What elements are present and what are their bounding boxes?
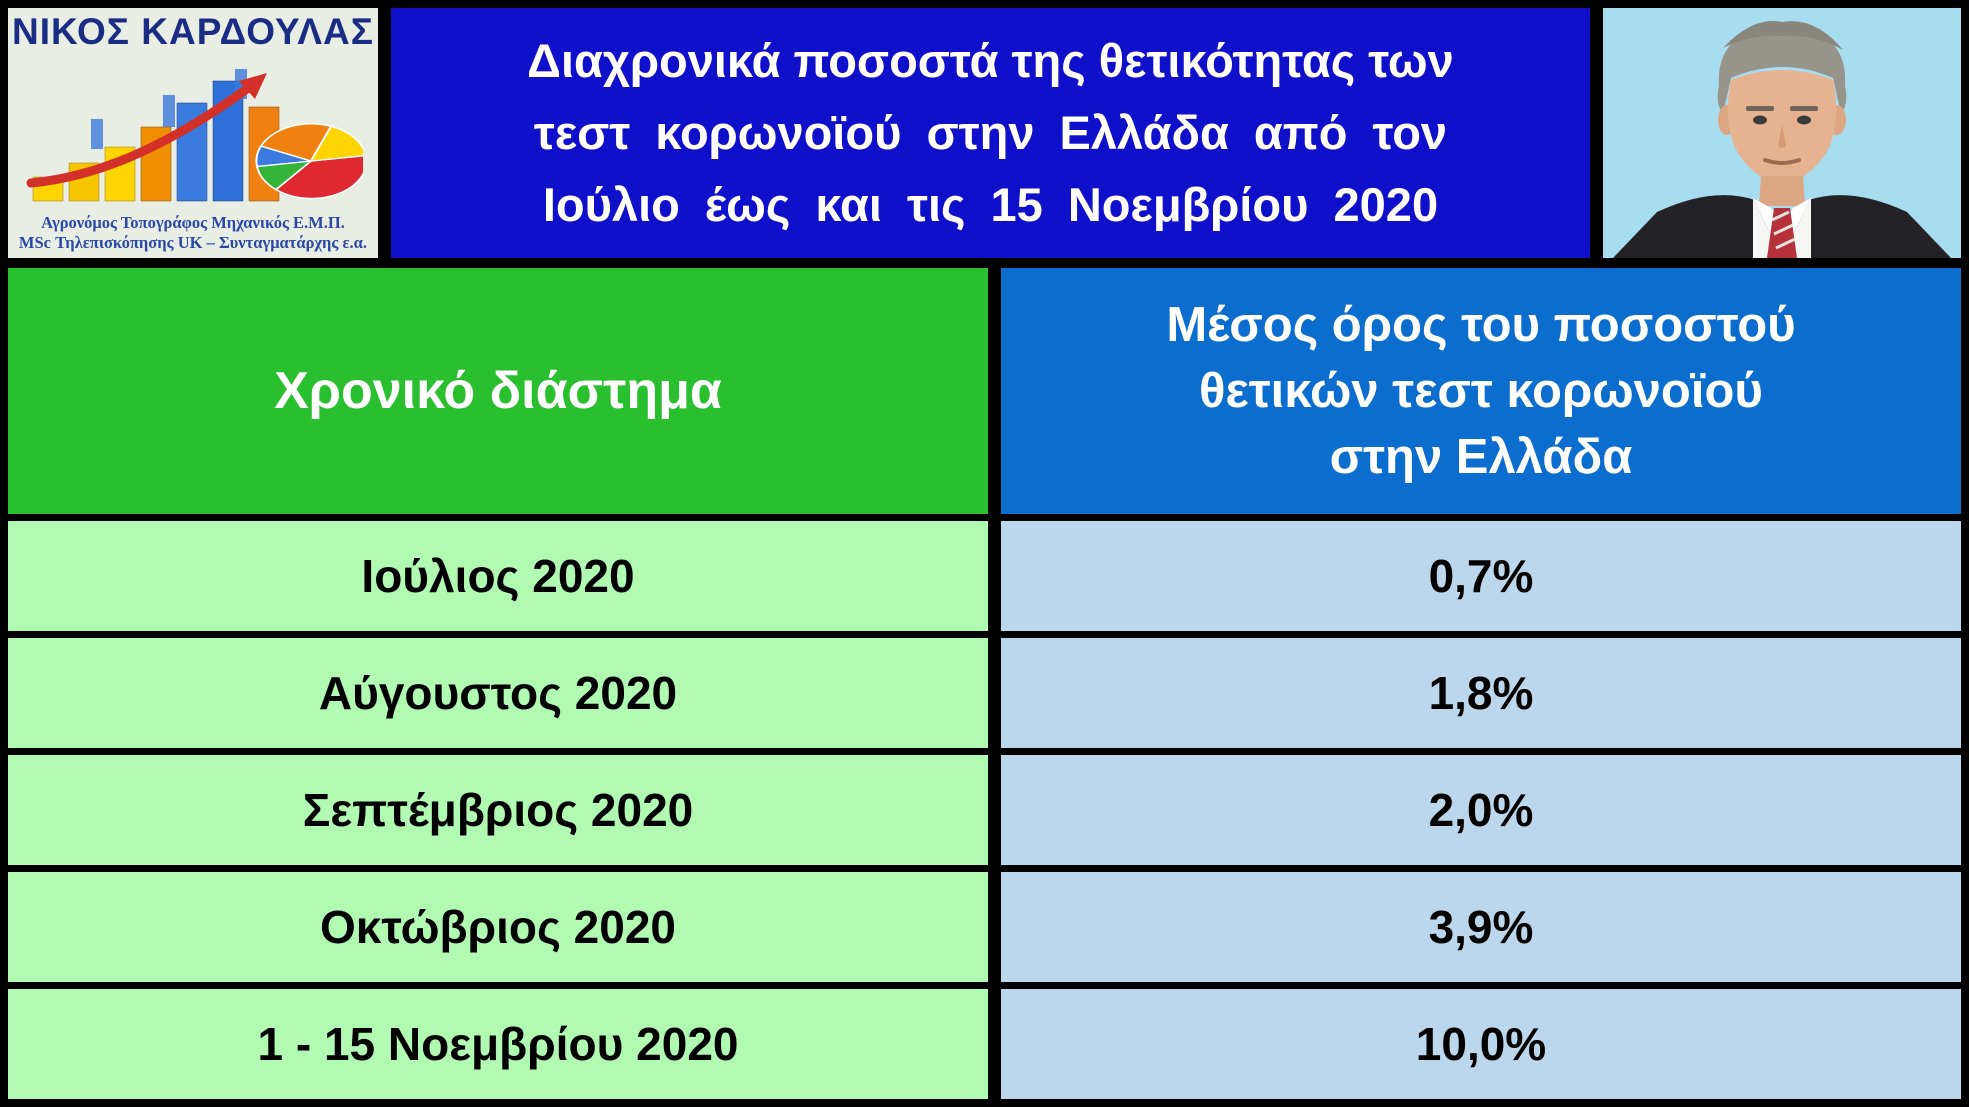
table-row: 1 - 15 Νοεμβρίου 2020 10,0% [8,989,1961,1099]
logo-subtitle-line2: MSc Τηλεπισκόπησης UK – Συνταγματάρχης ε… [18,233,368,252]
table-header-row: Χρονικό διάστημα Μέσος όρος του ποσοστού… [8,268,1961,514]
title-banner: Διαχρονικά ποσοστά της θετικότητας των τ… [390,8,1590,258]
title-line-3: Ιούλιο έως και τις 15 Νοεμβρίου 2020 [542,178,1439,231]
table-row: Οκτώβριος 2020 3,9% [8,872,1961,982]
table-row: Σεπτέμβριος 2020 2,0% [8,755,1961,865]
top-band: ΝΙΚΟΣ ΚΑΡΔΟΥΛΑΣ [8,8,1961,258]
title-line-2: τεστ κορωνοϊού στην Ελλάδα από τον [533,106,1448,159]
value-cell: 0,7% [1001,521,1961,631]
period-cell: Οκτώβριος 2020 [8,872,988,982]
table-header-positivity: Μέσος όρος του ποσοστού θετικών τεστ κορ… [1001,268,1961,514]
logo-card: ΝΙΚΟΣ ΚΑΡΔΟΥΛΑΣ [8,8,378,258]
logo-subtitle-line1: Αγρονόμος Τοπογράφος Μηχανικός Ε.Μ.Π. [41,213,345,232]
table-header-positivity-text: Μέσος όρος του ποσοστού θετικών τεστ κορ… [1166,298,1796,484]
period-cell: Σεπτέμβριος 2020 [8,755,988,865]
table-row: Αύγουστος 2020 1,8% [8,638,1961,748]
period-cell: Αύγουστος 2020 [8,638,988,748]
table-header-period: Χρονικό διάστημα [8,268,988,514]
value-cell: 10,0% [1001,989,1961,1099]
portrait-photo [1603,8,1961,258]
logo-title: ΝΙΚΟΣ ΚΑΡΔΟΥΛΑΣ [12,11,374,52]
growth-bar-chart-pie-arrow-icon [23,52,363,213]
value-cell: 2,0% [1001,755,1961,865]
period-cell: Ιούλιος 2020 [8,521,988,631]
period-cell: 1 - 15 Νοεμβρίου 2020 [8,989,988,1099]
value-cell: 3,9% [1001,872,1961,982]
title-line-1: Διαχρονικά ποσοστά της θετικότητας των [527,34,1454,87]
table-row: Ιούλιος 2020 0,7% [8,521,1961,631]
value-cell: 1,8% [1001,638,1961,748]
data-table: Χρονικό διάστημα Μέσος όρος του ποσοστού… [8,268,1961,1099]
